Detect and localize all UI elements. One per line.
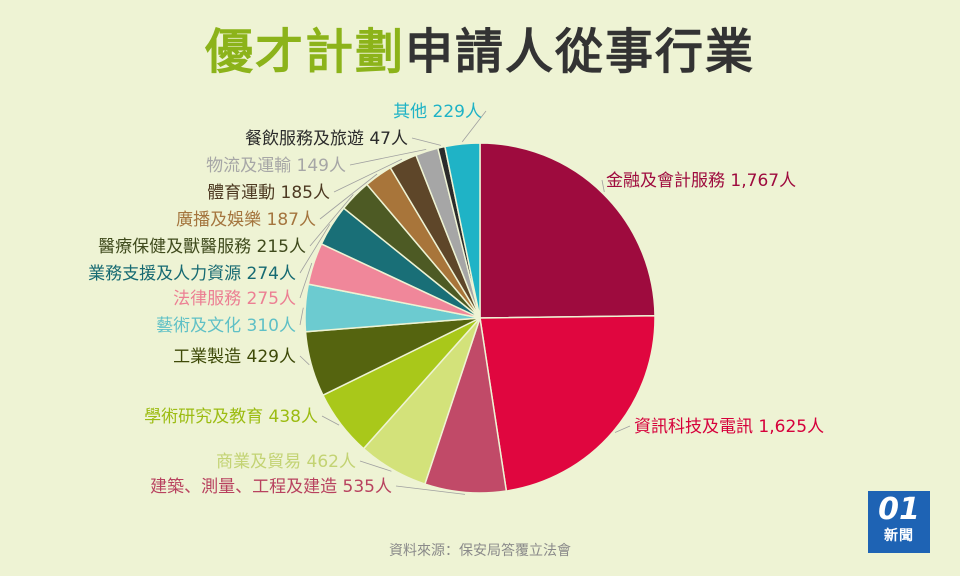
- leader-line: [309, 194, 354, 247]
- leader-line: [299, 355, 310, 366]
- title-rest: 申請人從事行業: [405, 24, 756, 80]
- hk01-logo: 01 新聞: [868, 491, 930, 553]
- slice-label: 建築、測量、工程及建造 535人: [150, 477, 392, 497]
- pie-slice: [479, 314, 656, 492]
- leader-line: [299, 224, 331, 274]
- pie-slice: [479, 142, 656, 319]
- slice-label: 物流及運輸 149人: [206, 156, 346, 176]
- logo-main: 01: [878, 492, 920, 527]
- slice-label: 商業及貿易 462人: [216, 452, 356, 472]
- slice-label: 醫療保健及獸醫服務 215人: [98, 237, 306, 257]
- slice-label: 資訊科技及電訊 1,625人: [634, 417, 824, 437]
- source-note: 資料來源：保安局答覆立法會: [389, 543, 571, 559]
- leader-line: [299, 307, 304, 326]
- title-highlight: 優才計劃: [204, 24, 405, 80]
- slice-label: 餐飲服務及旅遊 47人: [245, 129, 408, 149]
- leader-line: [614, 425, 631, 433]
- slice-label: 金融及會計服務 1,767人: [606, 171, 796, 191]
- leader-line: [461, 110, 487, 143]
- leader-line: [333, 158, 403, 193]
- slice-label: 業務支援及人力資源 274人: [88, 264, 296, 284]
- leader-line: [321, 415, 340, 426]
- slice-label: 廣播及娛樂 187人: [176, 210, 316, 230]
- leader-line: [319, 173, 378, 220]
- leader-line: [299, 262, 313, 299]
- leader-line: [359, 460, 392, 472]
- slice-label: 藝術及文化 310人: [156, 316, 296, 336]
- page-title: 優才計劃申請人從事行業: [0, 20, 960, 84]
- logo-sub: 新聞: [884, 528, 914, 544]
- slice-label: 學術研究及教育 438人: [144, 407, 318, 427]
- slice-label: 體育運動 185人: [207, 183, 330, 203]
- leader-line: [411, 137, 441, 146]
- slice-label: 法律服務 275人: [173, 289, 296, 309]
- leader-line: [349, 149, 427, 166]
- slice-label: 其他 229人: [393, 102, 482, 122]
- leader-line: [601, 179, 605, 193]
- slice-label: 工業製造 429人: [173, 347, 296, 367]
- pie-slice: [444, 142, 481, 319]
- leader-line: [395, 485, 466, 495]
